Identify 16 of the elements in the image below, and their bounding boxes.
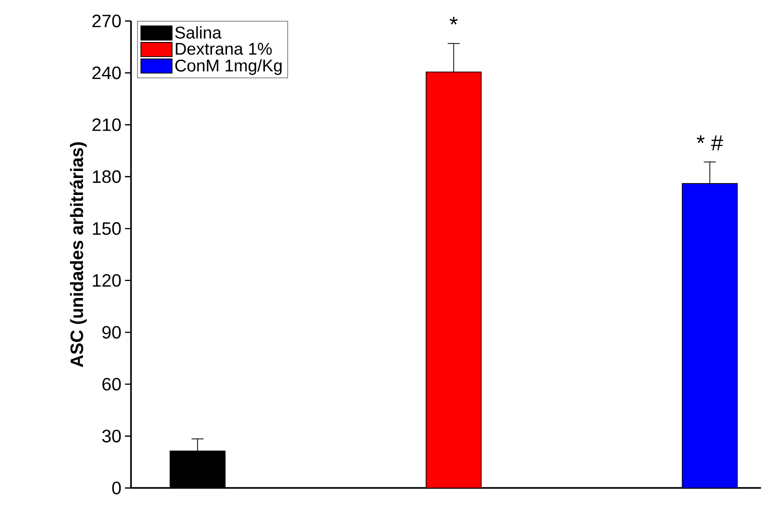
y-tick-label: 240 xyxy=(92,66,121,80)
y-tick-label: 210 xyxy=(92,118,121,132)
y-tick-label: 150 xyxy=(92,222,121,235)
legend-label: ConM 1mg/Kg xyxy=(175,59,282,75)
y-tick-label: 90 xyxy=(102,326,121,339)
legend-label: Salina xyxy=(175,26,222,39)
y-tick-label: 0 xyxy=(112,482,121,494)
data-label: * # xyxy=(696,135,724,150)
y-axis-title: ASC (unidades arbitrárias) xyxy=(70,142,87,368)
y-tick-label: 120 xyxy=(92,274,121,287)
y-tick-label: 60 xyxy=(102,378,121,391)
y-tick-label: 30 xyxy=(102,430,121,442)
y-tick-label: 180 xyxy=(92,170,121,183)
data-label: * xyxy=(450,16,458,25)
legend-label: Dextrana 1% xyxy=(176,42,272,55)
y-tick-label: 270 xyxy=(92,14,121,28)
